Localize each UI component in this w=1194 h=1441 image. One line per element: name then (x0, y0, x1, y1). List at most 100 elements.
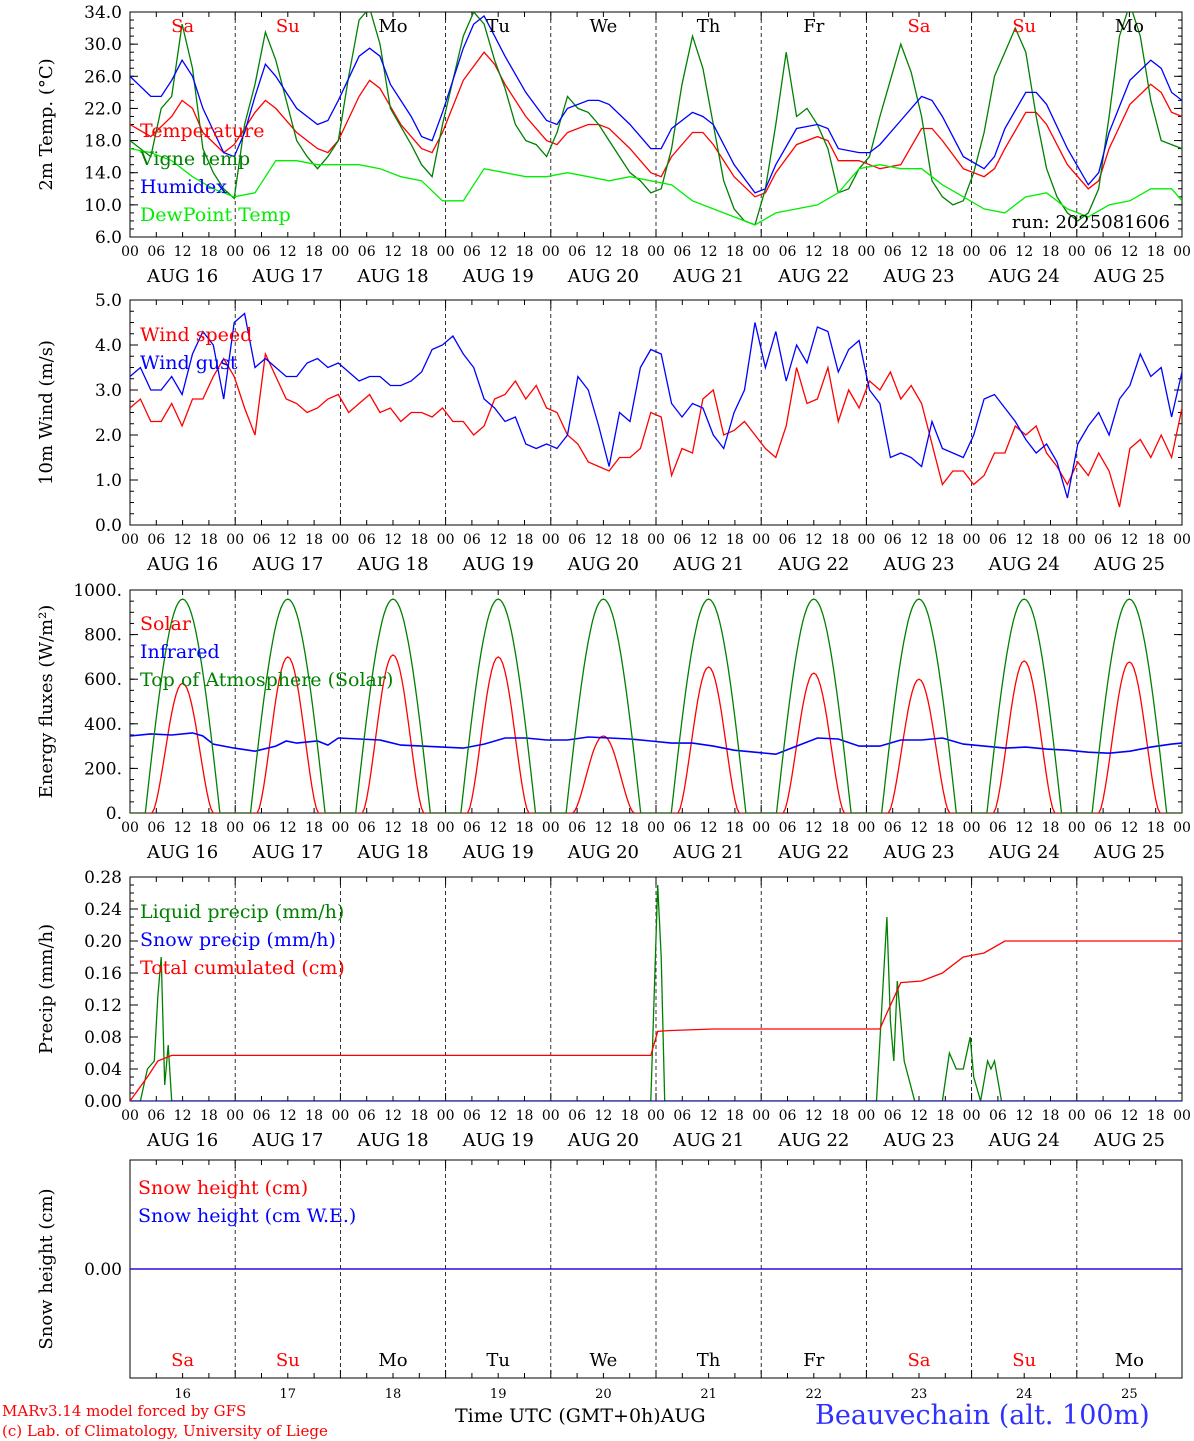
y-tick-label: 0.00 (84, 1260, 122, 1280)
date-label: AUG 25 (1093, 842, 1165, 863)
date-label: AUG 17 (251, 266, 323, 287)
hour-tick-label: 18 (621, 820, 639, 836)
y-tick-label: 22.0 (84, 99, 122, 119)
hour-tick-label: 00 (331, 244, 349, 260)
date-label: AUG 23 (882, 1130, 954, 1151)
date-label: AUG 18 (356, 266, 428, 287)
hour-tick-label: 06 (989, 244, 1007, 260)
weekday-label: Sa (907, 16, 930, 37)
hour-tick-label: 12 (805, 244, 823, 260)
weekday-label: Sa (171, 1350, 194, 1371)
day-number-label: 20 (595, 1387, 612, 1402)
hour-tick-label: 06 (989, 1108, 1007, 1124)
legend-wind-gust: Wind gust (140, 352, 238, 374)
hour-tick-label: 18 (305, 820, 323, 836)
y-tick-label: 34.0 (84, 3, 122, 23)
series-group (130, 312, 1182, 508)
hour-tick-label: 18 (200, 820, 218, 836)
hour-tick-label: 00 (752, 532, 770, 548)
hour-tick-label: 18 (1042, 820, 1060, 836)
hour-tick-label: 00 (857, 244, 875, 260)
date-label: AUG 21 (672, 842, 744, 863)
series-humidex (130, 15, 1182, 194)
date-label: AUG 21 (672, 266, 744, 287)
legend-top-of-atmosphere-solar: Top of Atmosphere (Solar) (140, 669, 393, 691)
hour-tick-label: 12 (174, 820, 192, 836)
hour-tick-label: 06 (779, 532, 797, 548)
weekday-label: Th (697, 1350, 721, 1371)
hour-tick-label: 00 (542, 244, 560, 260)
date-label: AUG 24 (988, 1130, 1060, 1151)
hour-tick-label: 00 (1068, 532, 1086, 548)
date-label: AUG 18 (356, 554, 428, 575)
weekday-label: Su (1012, 1350, 1036, 1371)
hour-tick-label: 12 (594, 820, 612, 836)
series-infrared (130, 732, 1182, 756)
hour-tick-label: 00 (963, 820, 981, 836)
hour-tick-label: 06 (779, 820, 797, 836)
hour-tick-label: 00 (647, 244, 665, 260)
hour-tick-label: 18 (831, 820, 849, 836)
series-group (130, 884, 1182, 1101)
hour-tick-label: 00 (121, 1108, 139, 1124)
hour-tick-label: 06 (463, 532, 481, 548)
date-label: AUG 18 (356, 842, 428, 863)
y-axis-label: Energy fluxes (W/m²) (36, 605, 57, 799)
hour-tick-label: 12 (174, 1108, 192, 1124)
y-tick-label: 0.16 (84, 964, 122, 984)
hour-tick-label: 18 (305, 244, 323, 260)
date-label: AUG 24 (988, 266, 1060, 287)
hour-tick-label: 00 (542, 532, 560, 548)
hour-tick-label: 06 (673, 820, 691, 836)
day-number-label: 22 (806, 1387, 823, 1402)
hour-tick-label: 18 (831, 532, 849, 548)
weekday-label: Tu (486, 16, 510, 37)
legend-humidex: Humidex (140, 176, 227, 198)
day-number-label: 24 (1016, 1387, 1033, 1402)
date-label: AUG 18 (356, 1130, 428, 1151)
hour-tick-label: 06 (1094, 820, 1112, 836)
hour-tick-label: 00 (226, 1108, 244, 1124)
hour-tick-label: 06 (884, 820, 902, 836)
hour-tick-label: 00 (1173, 244, 1191, 260)
hour-tick-label: 12 (174, 532, 192, 548)
hour-tick-label: 06 (463, 244, 481, 260)
hour-tick-label: 18 (1147, 532, 1165, 548)
date-label: AUG 17 (251, 554, 323, 575)
date-label: AUG 21 (672, 1130, 744, 1151)
hour-tick-label: 06 (253, 244, 271, 260)
y-tick-label: 3.0 (95, 381, 122, 401)
series-total-cumulated-cm (130, 940, 1182, 1101)
date-label: AUG 17 (251, 1130, 323, 1151)
hour-tick-label: 12 (1120, 820, 1138, 836)
weekday-label: Th (697, 16, 721, 37)
hour-tick-label: 00 (226, 820, 244, 836)
hour-tick-label: 18 (1042, 244, 1060, 260)
weekday-label: Sa (907, 1350, 930, 1371)
y-tick-label: 0.24 (84, 900, 122, 920)
series-temperature (130, 51, 1182, 198)
hour-tick-label: 06 (568, 820, 586, 836)
y-axis-label: 10m Wind (m/s) (36, 340, 57, 485)
weekday-label: Fr (803, 16, 824, 37)
day-number-label: 16 (174, 1387, 191, 1402)
hour-tick-label: 00 (1068, 1108, 1086, 1124)
legend-infrared: Infrared (140, 641, 220, 663)
date-label: AUG 16 (146, 266, 218, 287)
hour-tick-label: 00 (437, 532, 455, 548)
date-label: AUG 20 (567, 1130, 639, 1151)
y-tick-label: 5.0 (95, 291, 122, 311)
hour-tick-label: 18 (726, 1108, 744, 1124)
panel-1: 6.0 10.0 14.0 18.0 22.0 26.0 30.0 34.0 2m Temp. … (36, 3, 1191, 287)
hour-tick-label: 18 (200, 244, 218, 260)
hour-tick-label: 00 (226, 532, 244, 548)
y-tick-label: 14.0 (84, 164, 122, 184)
hour-tick-label: 06 (568, 532, 586, 548)
hour-tick-label: 00 (1068, 820, 1086, 836)
hour-tick-label: 18 (936, 820, 954, 836)
hour-tick-label: 18 (1042, 532, 1060, 548)
y-tick-label: 0. (106, 804, 122, 824)
weekday-label: We (590, 16, 618, 37)
y-tick-label: 30.0 (84, 35, 122, 55)
hour-tick-label: 18 (936, 532, 954, 548)
